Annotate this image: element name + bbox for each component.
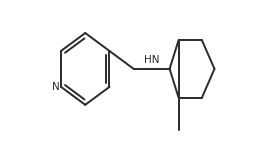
Text: HN: HN xyxy=(144,55,159,65)
Text: N: N xyxy=(52,82,60,92)
